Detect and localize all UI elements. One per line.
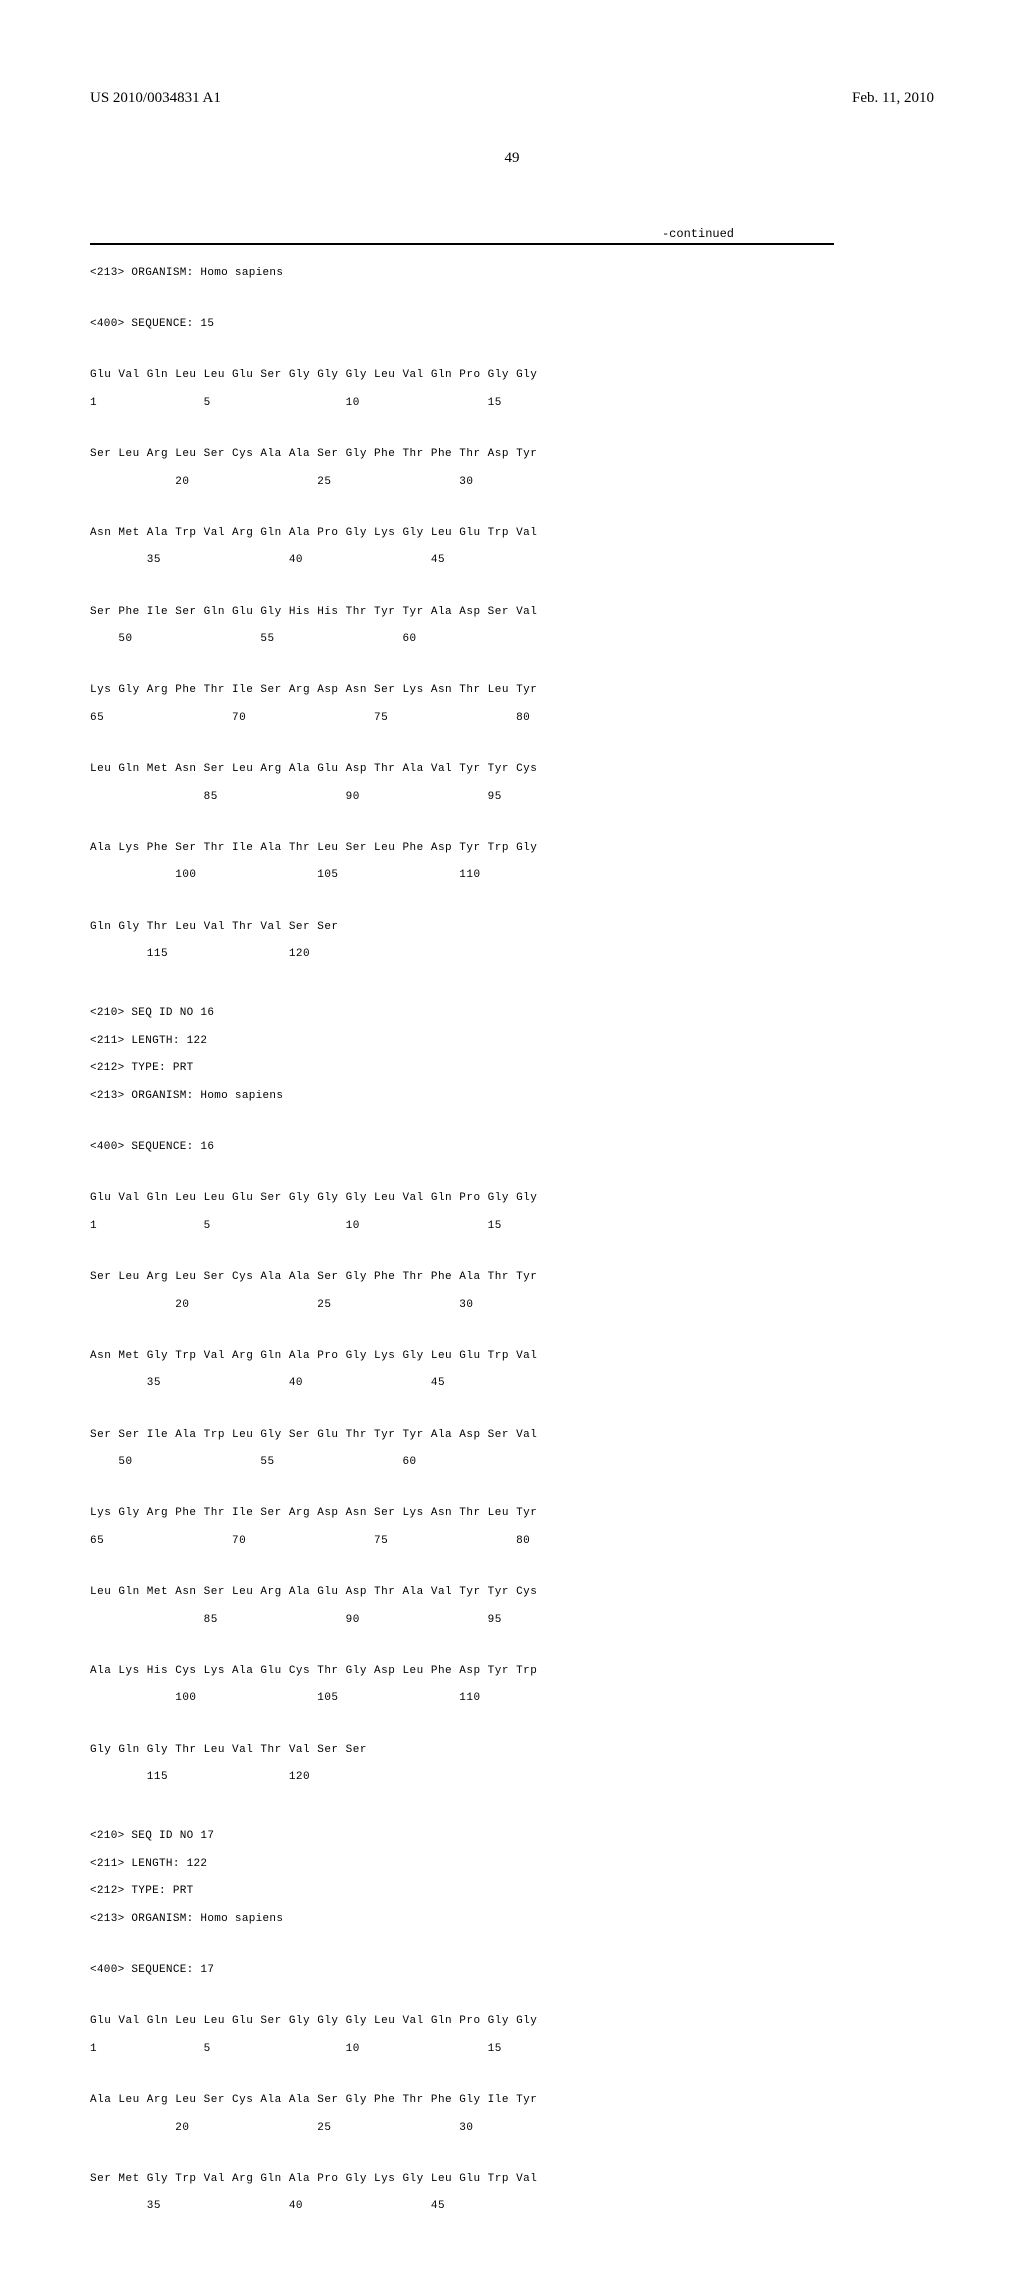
seq17-type: <212> TYPE: PRT [90, 1885, 934, 1899]
seq16-type: <212> TYPE: PRT [90, 1062, 934, 1076]
seq15-row: Asn Met Ala Trp Val Arg Gln Ala Pro Gly … [90, 527, 934, 541]
seq16-num: 115 120 [90, 1771, 934, 1785]
seq16-sequence: <400> SEQUENCE: 16 [90, 1141, 934, 1155]
seq16-length: <211> LENGTH: 122 [90, 1035, 934, 1049]
seq16-num: 20 25 30 [90, 1299, 934, 1313]
seq16-row: Leu Gln Met Asn Ser Leu Arg Ala Glu Asp … [90, 1586, 934, 1600]
seq16-num: 65 70 75 80 [90, 1535, 934, 1549]
publication-date: Feb. 11, 2010 [852, 90, 934, 107]
seq17-organism: <213> ORGANISM: Homo sapiens [90, 1913, 934, 1927]
seq15-num: 20 25 30 [90, 476, 934, 490]
seq16-num: 100 105 110 [90, 1692, 934, 1706]
seq16-row: Ser Leu Arg Leu Ser Cys Ala Ala Ser Gly … [90, 1271, 934, 1285]
seq16-num: 35 40 45 [90, 1377, 934, 1391]
seq16-num: 85 90 95 [90, 1614, 934, 1628]
sequence-listing: <213> ORGANISM: Homo sapiens <400> SEQUE… [90, 253, 934, 2242]
seq16-row: Asn Met Gly Trp Val Arg Gln Ala Pro Gly … [90, 1350, 934, 1364]
seq15-num: 65 70 75 80 [90, 712, 934, 726]
seq16-row: Gly Gln Gly Thr Leu Val Thr Val Ser Ser [90, 1744, 934, 1758]
seq16-num: 1 5 10 15 [90, 1220, 934, 1234]
publication-number: US 2010/0034831 A1 [90, 90, 221, 107]
seq16-id: <210> SEQ ID NO 16 [90, 1007, 934, 1021]
seq16-row: Ala Lys His Cys Lys Ala Glu Cys Thr Gly … [90, 1665, 934, 1679]
seq15-organism: <213> ORGANISM: Homo sapiens [90, 267, 934, 281]
seq17-id: <210> SEQ ID NO 17 [90, 1830, 934, 1844]
seq15-num: 1 5 10 15 [90, 397, 934, 411]
seq17-num: 20 25 30 [90, 2122, 934, 2136]
seq15-row: Glu Val Gln Leu Leu Glu Ser Gly Gly Gly … [90, 369, 934, 383]
seq17-num: 35 40 45 [90, 2200, 934, 2214]
seq17-num: 1 5 10 15 [90, 2043, 934, 2057]
seq15-num: 100 105 110 [90, 869, 934, 883]
seq16-row: Glu Val Gln Leu Leu Glu Ser Gly Gly Gly … [90, 1192, 934, 1206]
seq16-num: 50 55 60 [90, 1456, 934, 1470]
seq15-row: Ser Leu Arg Leu Ser Cys Ala Ala Ser Gly … [90, 448, 934, 462]
seq17-row: Glu Val Gln Leu Leu Glu Ser Gly Gly Gly … [90, 2015, 934, 2029]
seq16-organism: <213> ORGANISM: Homo sapiens [90, 1090, 934, 1104]
page-number: 49 [90, 150, 934, 167]
seq15-num: 115 120 [90, 948, 934, 962]
seq15-row: Gln Gly Thr Leu Val Thr Val Ser Ser [90, 921, 934, 935]
seq15-row: Leu Gln Met Asn Ser Leu Arg Ala Glu Asp … [90, 763, 934, 777]
seq15-sequence: <400> SEQUENCE: 15 [90, 318, 934, 332]
seq15-num: 35 40 45 [90, 554, 934, 568]
seq17-row: Ala Leu Arg Leu Ser Cys Ala Ala Ser Gly … [90, 2094, 934, 2108]
seq15-row: Lys Gly Arg Phe Thr Ile Ser Arg Asp Asn … [90, 684, 934, 698]
seq16-row: Ser Ser Ile Ala Trp Leu Gly Ser Glu Thr … [90, 1429, 934, 1443]
seq15-row: Ala Lys Phe Ser Thr Ile Ala Thr Leu Ser … [90, 842, 934, 856]
seq15-num: 85 90 95 [90, 791, 934, 805]
seq17-row: Ser Met Gly Trp Val Arg Gln Ala Pro Gly … [90, 2173, 934, 2187]
seq16-row: Lys Gly Arg Phe Thr Ile Ser Arg Asp Asn … [90, 1507, 934, 1521]
seq17-length: <211> LENGTH: 122 [90, 1858, 934, 1872]
seq15-row: Ser Phe Ile Ser Gln Glu Gly His His Thr … [90, 606, 934, 620]
divider [90, 243, 834, 245]
seq15-num: 50 55 60 [90, 633, 934, 647]
patent-page: US 2010/0034831 A1 Feb. 11, 2010 49 -con… [0, 0, 1024, 2282]
continued-label: -continued [90, 227, 934, 241]
seq17-sequence: <400> SEQUENCE: 17 [90, 1964, 934, 1978]
